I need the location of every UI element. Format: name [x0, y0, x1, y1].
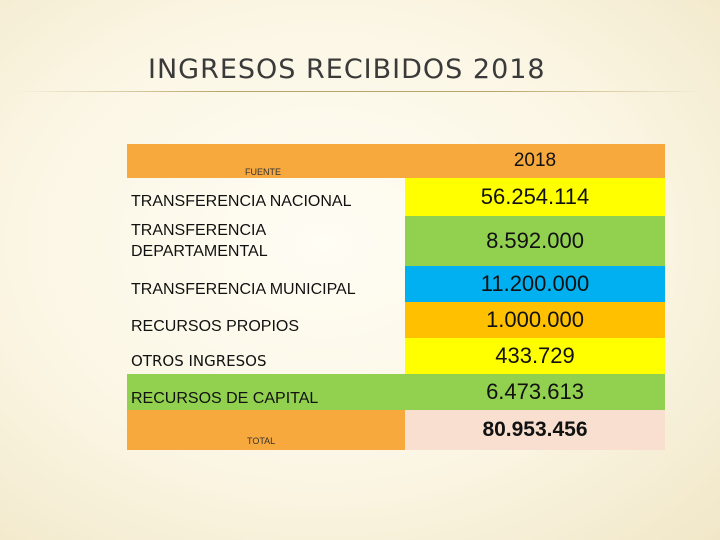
- row-value: 6.473.613: [486, 379, 584, 404]
- row-label-cell: RECURSOS PROPIOS: [127, 302, 405, 338]
- row-label: TRANSFERENCIA MUNICIPAL: [131, 281, 356, 298]
- row-label: TRANSFERENCIA DEPARTAMENTAL: [131, 222, 268, 260]
- header-year-cell: 2018: [405, 144, 665, 178]
- row-value-cell: 8.592.000: [405, 216, 665, 266]
- row-value-cell: 56.254.114: [405, 178, 665, 216]
- total-label-cell: TOTAL: [127, 410, 405, 450]
- page-title: INGRESOS RECIBIDOS 2018: [148, 54, 546, 85]
- header-fuente-cell: FUENTE: [127, 144, 405, 178]
- row-label-cell: OTROS INGRESOS: [127, 338, 405, 374]
- row-value: 56.254.114: [480, 184, 590, 209]
- total-value: 80.953.456: [482, 418, 588, 441]
- header-fuente-label: FUENTE: [245, 167, 281, 177]
- row-label: TRANSFERENCIA NACIONAL: [131, 193, 352, 210]
- row-value: 8.592.000: [486, 228, 584, 253]
- total-value-cell: 80.953.456: [405, 410, 665, 450]
- title-divider: [14, 91, 706, 92]
- row-label-cell: TRANSFERENCIA MUNICIPAL: [127, 266, 405, 302]
- header-year-label: 2018: [513, 150, 557, 171]
- row-value-cell: 11.200.000: [405, 266, 665, 302]
- row-value: 1.000.000: [486, 307, 584, 332]
- row-value-cell: 433.729: [405, 338, 665, 374]
- row-value: 11.200.000: [480, 271, 590, 296]
- row-value: 433.729: [495, 343, 575, 368]
- row-label: RECURSOS PROPIOS: [131, 318, 300, 335]
- row-label-cell: RECURSOS DE CAPITAL: [127, 374, 405, 410]
- row-label-cell: TRANSFERENCIA DEPARTAMENTAL: [127, 216, 405, 266]
- row-label: OTROS INGRESOS: [131, 352, 267, 370]
- total-label: TOTAL: [247, 436, 276, 446]
- row-label-cell: TRANSFERENCIA NACIONAL: [127, 178, 405, 216]
- row-label: RECURSOS DE CAPITAL: [131, 390, 319, 407]
- row-value-cell: 6.473.613: [405, 374, 665, 410]
- row-value-cell: 1.000.000: [405, 302, 665, 338]
